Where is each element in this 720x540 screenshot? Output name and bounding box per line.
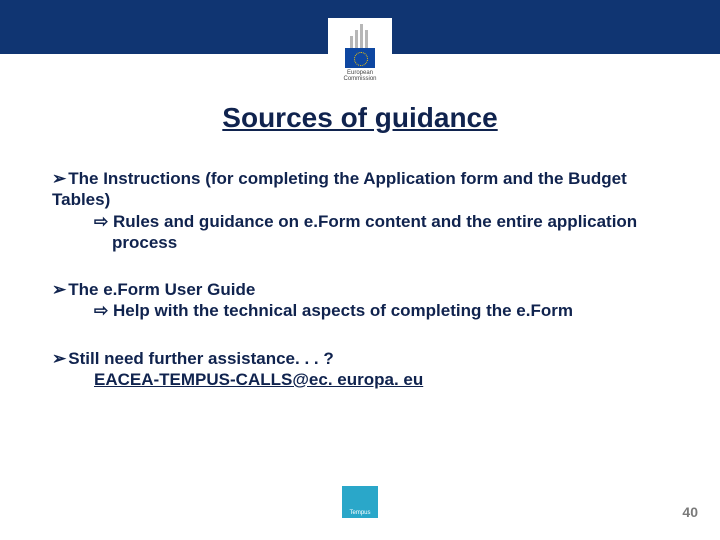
block-userguide: The e.Form User Guide Help with the tech… xyxy=(52,279,668,322)
content-area: The Instructions (for completing the App… xyxy=(52,168,668,416)
tempus-logo: Tempus xyxy=(342,486,378,518)
sub-userguide: Help with the technical aspects of compl… xyxy=(70,300,668,321)
slide-title: Sources of guidance xyxy=(0,102,720,134)
ec-logo: European Commission xyxy=(328,18,392,84)
ec-logo-pillars xyxy=(350,20,370,48)
eu-flag-icon xyxy=(345,48,375,68)
block-instructions: The Instructions (for completing the App… xyxy=(52,168,668,253)
contact-email: EACEA-TEMPUS-CALLS@ec. europa. eu xyxy=(52,369,423,390)
lead-userguide: The e.Form User Guide xyxy=(52,279,668,300)
ec-logo-text-2: Commission xyxy=(343,76,376,82)
tempus-logo-label: Tempus xyxy=(349,510,370,516)
lead-assistance: Still need further assistance. . . ? xyxy=(52,348,668,369)
sub-instructions: Rules and guidance on e.Form content and… xyxy=(70,211,668,254)
block-assistance: Still need further assistance. . . ? EAC… xyxy=(52,348,668,391)
page-number: 40 xyxy=(682,504,698,520)
lead-instructions: The Instructions (for completing the App… xyxy=(52,168,668,211)
